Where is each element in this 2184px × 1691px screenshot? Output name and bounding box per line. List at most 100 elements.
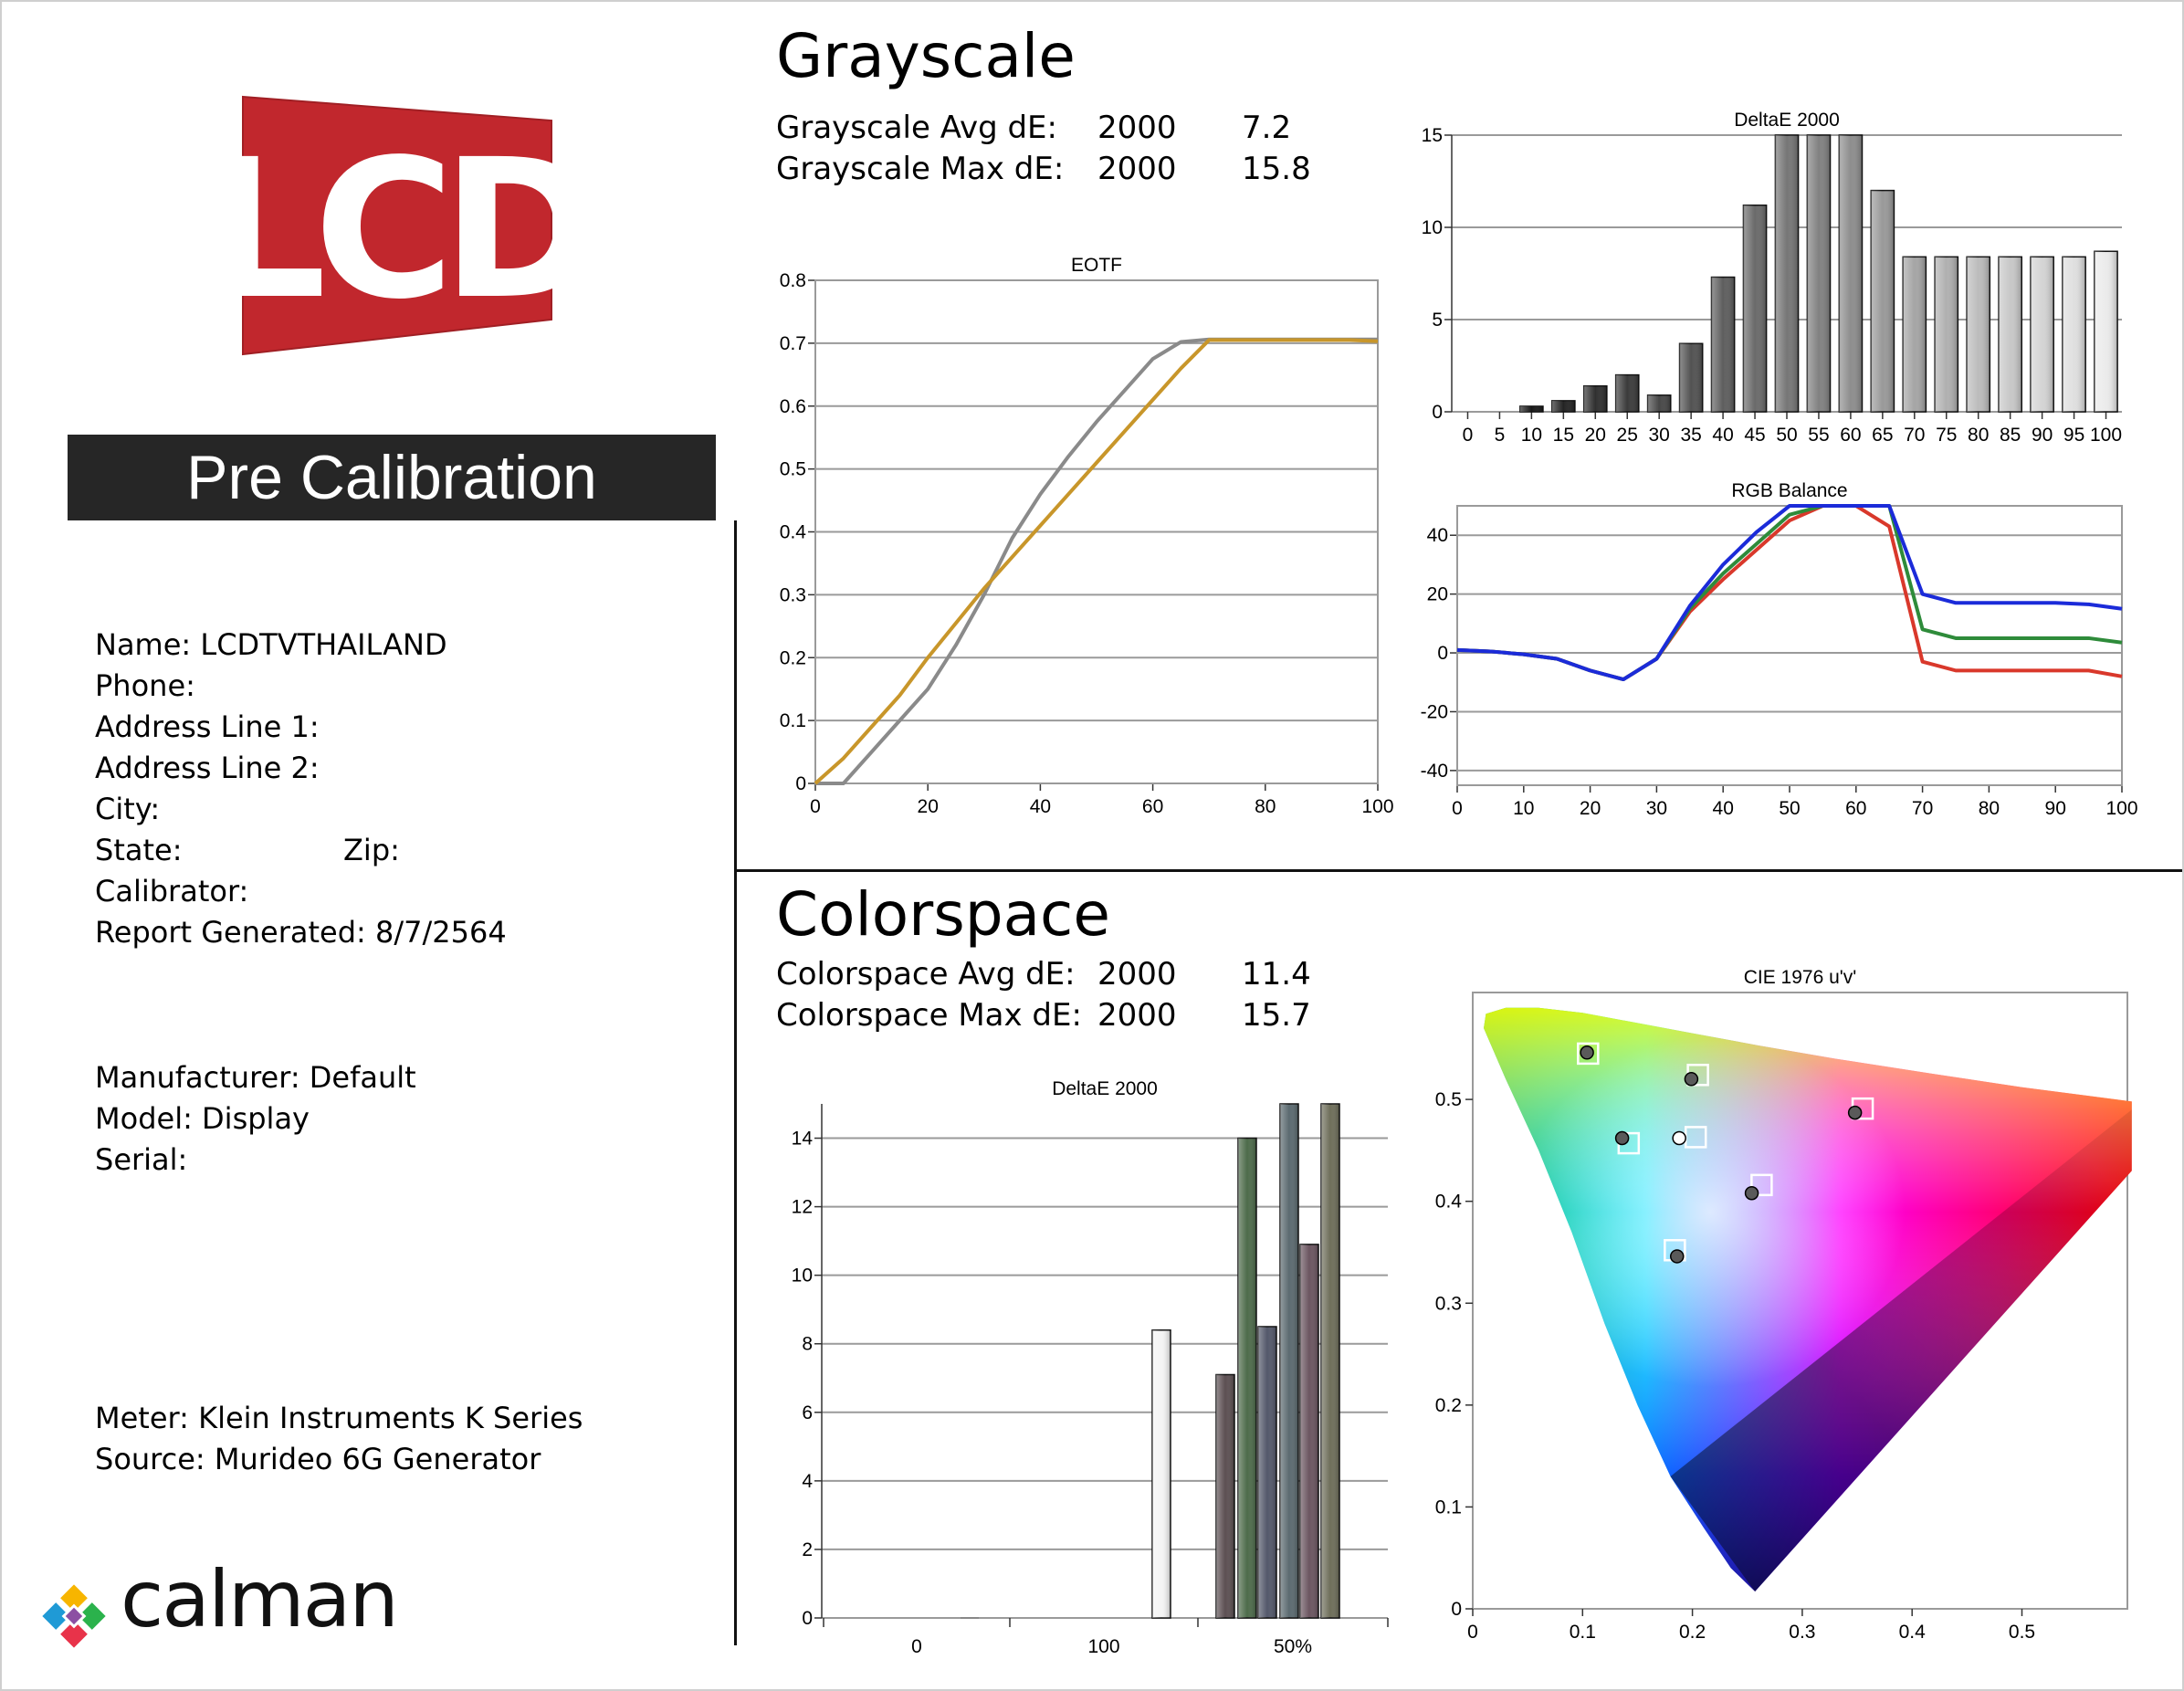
device-info-row: Manufacturer: Default [95,1057,416,1098]
x-tick-label: 0.2 [1679,1622,1706,1643]
measured-point [1847,1105,1863,1120]
bar-shading [1679,343,1703,412]
y-tick-label: 0.3 [1435,1293,1462,1314]
device-info-value: Default [299,1060,416,1095]
x-tick-label: 0 [1463,425,1474,446]
bar-shading [1743,205,1767,412]
pre-calibration-banner: Pre Calibration [68,435,716,520]
x-tick-label: 65 [1872,425,1893,446]
bar-shading [1321,1104,1339,1618]
equipment-info-row: Source: Murideo 6G Generator [95,1439,583,1480]
gamut-shadow [1670,1109,2132,1592]
colorspace-avg-formula: 2000 [1097,956,1177,993]
x-tick-label: 20 [918,796,939,817]
x-tick-label: 60 [1142,796,1163,817]
x-tick-label: 40 [1713,798,1734,819]
x-tick-label: 0 [1452,798,1463,819]
chart-title: EOTF [1071,255,1122,276]
device-info-row: Model: Display [95,1098,416,1140]
x-tick-label: 85 [2000,425,2021,446]
bar-shading [2062,257,2086,412]
grayscale-max-formula: 2000 [1097,151,1177,187]
x-tick-label: 0 [810,796,821,817]
lcd-logo: LCD [205,93,604,358]
customer-info-zip-label: Zip: [343,833,400,867]
y-tick-label: 12 [792,1197,813,1218]
y-tick-label: 20 [1427,584,1448,605]
x-tick-label: 80 [1968,425,1989,446]
plot-frame [814,279,1379,784]
y-tick-label: 0 [1432,402,1443,423]
x-tick-label: 80 [1255,796,1276,817]
measured-point [1614,1130,1630,1146]
x-tick-label: 50 [1779,798,1800,819]
colorspace-max-value: 15.7 [1242,997,1311,1034]
bar-shading [1615,374,1639,412]
grayscale-avg-formula: 2000 [1097,110,1177,146]
customer-info-label: Report Generated: [95,915,366,950]
series-line [1456,504,2123,682]
bar-shading [1839,135,1863,412]
y-tick-label: 15 [1422,125,1443,146]
x-tick-label: 0.4 [1899,1622,1927,1643]
bar-shading [1935,257,1958,412]
vertical-divider [734,520,737,1645]
grayscale-max-label: Grayscale Max dE: [776,151,1065,187]
measured-point [1672,1130,1686,1146]
x-tick-label: 70 [1912,798,1933,819]
gamut-whitepoint-glow [1484,1007,2132,1592]
x-tick-label: 5 [1495,425,1506,446]
rgb-balance-chart: RGB Balance -40 -20 0 20 40 0 10 20 30 40 50 60 70 80 9… [1421,480,2138,819]
customer-info-label: Name: [95,627,192,662]
measured-point [1684,1072,1699,1087]
bar-shading [1551,400,1575,412]
x-tick-label: 20 [1585,425,1606,446]
cie-1976-chart: CIE 1976 u'v' 0 0.1 0.2 0.3 0.4 0.5 0 0.1 0.2 0.3 0… [1435,967,2132,1643]
bar-shading [1999,257,2022,412]
x-tick-label: 100 [2090,425,2122,446]
x-tick-label: 75 [1936,425,1957,446]
chart-title: CIE 1976 u'v' [1744,967,1857,988]
bar-shading [1903,257,1927,412]
x-tick-label: 40 [1712,425,1733,446]
horizontal-divider [735,869,2182,872]
equipment-info-row: Meter: Klein Instruments K Series [95,1398,583,1439]
x-tick-label: 80 [1979,798,2000,819]
x-tick-label: 20 [1580,798,1601,819]
x-tick-label: 0 [911,1636,922,1657]
bar-shading [1280,1104,1298,1618]
y-tick-label: 14 [792,1129,814,1150]
x-tick-label: 70 [1904,425,1925,446]
x-tick-label: 10 [1513,798,1534,819]
customer-info-label: Phone: [95,668,195,703]
y-tick-label: 2 [802,1539,813,1560]
x-tick-label: 100 [2105,798,2137,819]
measured-point [1744,1186,1759,1201]
bar-shading [1647,394,1671,412]
customer-info-row: City: [95,789,507,830]
customer-info-row: Report Generated: 8/7/2564 [95,912,507,953]
chart-title: RGB Balance [1731,480,1847,501]
x-tick-label: 0.1 [1570,1622,1596,1643]
grayscale-title: Grayscale [776,21,1076,91]
customer-info-row: Name: LCDTVTHAILAND [95,625,507,666]
equipment-info-label: Source: [95,1442,205,1476]
y-tick-label: 0 [1451,1599,1462,1620]
y-tick-label: 0 [1437,643,1448,664]
bar-shading [1871,190,1895,412]
y-tick-label: 10 [1422,217,1443,238]
x-tick-label: 30 [1646,798,1667,819]
y-tick-label: 0.1 [1435,1497,1462,1518]
y-tick-label: 0.8 [780,270,806,291]
bar-shading [1216,1374,1234,1618]
x-tick-label: 90 [2045,798,2066,819]
customer-info-label: Address Line 1: [95,709,320,744]
y-tick-label: 0.3 [780,584,806,605]
colorspace-max-formula: 2000 [1097,997,1177,1034]
x-tick-label: 55 [1808,425,1829,446]
y-tick-label: 0.7 [780,333,806,354]
bar-shading [1583,385,1607,412]
colorspace-deltae-chart: DeltaE 2000 0 2 4 6 8 10 12 14 0 100 50% [792,1078,1389,1657]
colorspace-avg-value: 11.4 [1242,956,1311,993]
